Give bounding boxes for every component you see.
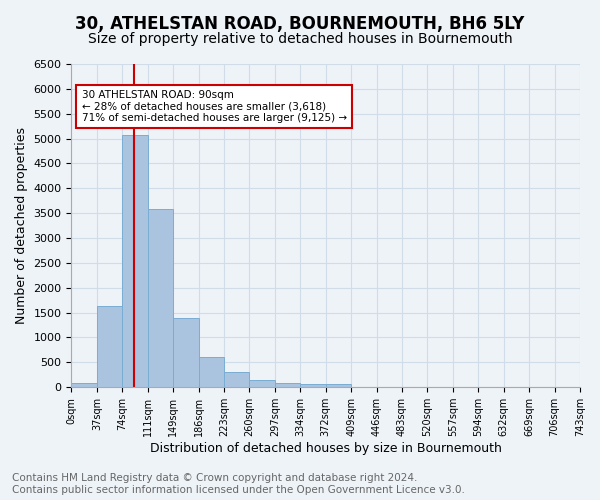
Bar [122, 135, 148, 387]
Bar [173, 318, 199, 387]
Text: Contains HM Land Registry data © Crown copyright and database right 2024.
Contai: Contains HM Land Registry data © Crown c… [12, 474, 465, 495]
X-axis label: Distribution of detached houses by size in Bournemouth: Distribution of detached houses by size … [150, 442, 502, 455]
Bar [224, 372, 250, 387]
Text: 30, ATHELSTAN ROAD, BOURNEMOUTH, BH6 5LY: 30, ATHELSTAN ROAD, BOURNEMOUTH, BH6 5LY [76, 15, 524, 33]
Bar [148, 210, 173, 387]
Bar [97, 306, 122, 387]
Bar [71, 384, 97, 387]
Y-axis label: Number of detached properties: Number of detached properties [15, 127, 28, 324]
Text: 30 ATHELSTAN ROAD: 90sqm
← 28% of detached houses are smaller (3,618)
71% of sem: 30 ATHELSTAN ROAD: 90sqm ← 28% of detach… [82, 90, 347, 123]
Bar [275, 382, 300, 387]
Bar [199, 357, 224, 387]
Bar [300, 384, 326, 387]
Text: Size of property relative to detached houses in Bournemouth: Size of property relative to detached ho… [88, 32, 512, 46]
Bar [250, 380, 275, 387]
Bar [326, 384, 351, 387]
